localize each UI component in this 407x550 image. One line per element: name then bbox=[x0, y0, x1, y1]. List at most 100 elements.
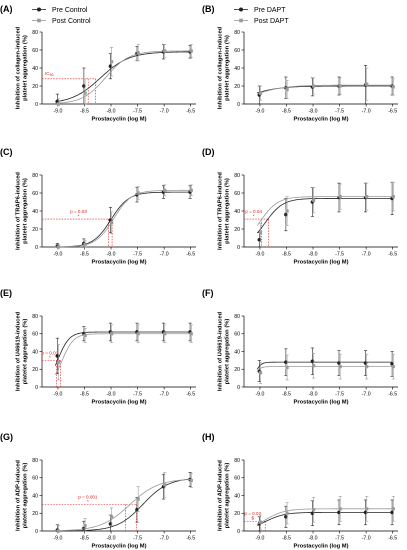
y-tick-label: 60 bbox=[234, 48, 240, 54]
y-axis-title-line: Inhibition of ADP-induced bbox=[16, 460, 22, 531]
data-point bbox=[338, 84, 342, 88]
x-tick-label: -8.0 bbox=[107, 392, 116, 398]
y-tick-label: 60 bbox=[32, 48, 38, 54]
x-tick-label: -7.5 bbox=[133, 252, 142, 258]
y-tick-label: 40 bbox=[32, 349, 38, 355]
x-tick-label: -6.5 bbox=[186, 392, 195, 398]
x-tick-label: -6.5 bbox=[186, 536, 195, 542]
data-point bbox=[312, 198, 316, 202]
fit-curve bbox=[257, 84, 393, 95]
data-point bbox=[136, 191, 140, 195]
panel-label: (F) bbox=[202, 288, 214, 298]
x-tick-label: -8.0 bbox=[107, 536, 116, 542]
data-point bbox=[110, 221, 114, 225]
x-tick-label: -7.0 bbox=[362, 252, 371, 258]
p-value-label: p = 0.02 bbox=[244, 511, 261, 516]
data-point bbox=[163, 483, 167, 487]
y-tick-label: 0 bbox=[237, 102, 240, 108]
legend-entry: Pre DAPT bbox=[254, 7, 286, 14]
y-tick-label: 60 bbox=[32, 476, 38, 482]
significance-mark: * bbox=[253, 214, 255, 219]
data-point bbox=[56, 245, 61, 249]
panel-label: (A) bbox=[0, 4, 13, 14]
y-axis-title-line: Inhibition of collagen-induced bbox=[16, 26, 22, 109]
fit-curve bbox=[55, 191, 191, 248]
y-tick-label: 40 bbox=[32, 209, 38, 215]
y-tick-label: 40 bbox=[32, 66, 38, 72]
x-tick-label: -8.5 bbox=[282, 536, 291, 542]
panel-label: (G) bbox=[0, 432, 13, 442]
y-axis-title: Inhibition of ADP-inducedplatelet aggreg… bbox=[218, 460, 231, 531]
x-tick-label: -6.5 bbox=[186, 109, 195, 115]
data-point bbox=[338, 507, 342, 511]
y-axis-title-line: platelet aggregation (%) bbox=[225, 319, 231, 385]
y-tick-label: 0 bbox=[35, 102, 38, 108]
fit-curve bbox=[257, 85, 393, 94]
y-tick-label: 20 bbox=[32, 367, 38, 373]
x-tick-label: -7.0 bbox=[160, 392, 169, 398]
fit-curve bbox=[257, 511, 393, 526]
y-tick-label: 20 bbox=[32, 227, 38, 233]
y-tick-label: 40 bbox=[234, 493, 240, 499]
data-point bbox=[189, 188, 193, 192]
y-tick-label: 0 bbox=[35, 385, 38, 391]
data-point bbox=[163, 332, 167, 336]
fit-curve bbox=[55, 51, 191, 103]
fit-curve bbox=[257, 508, 393, 525]
data-point bbox=[83, 333, 87, 338]
data-point bbox=[110, 60, 114, 64]
data-point bbox=[312, 84, 316, 88]
fit-curve bbox=[54, 331, 191, 366]
y-axis-title-line: Inhibition of U46619-induced bbox=[16, 311, 22, 391]
y-axis-title-line: Inhibition of ADP-induced bbox=[218, 460, 224, 531]
x-tick-label: -7.0 bbox=[160, 536, 169, 542]
data-point bbox=[338, 195, 342, 199]
data-point bbox=[285, 209, 289, 213]
panel-h: (H) 0 20 40 60 80 -9.0 -8.5 -8.0 -7.5 -7.0 -6.5 Pros… bbox=[202, 432, 398, 550]
p-value-label: p = 0.04 bbox=[245, 209, 262, 214]
x-axis-title: Prostacyclin (log M) bbox=[293, 117, 348, 123]
data-point bbox=[110, 515, 114, 519]
p-value-label: p = 0.03 bbox=[70, 209, 87, 214]
significance-mark: * bbox=[87, 499, 89, 504]
data-point bbox=[258, 520, 263, 524]
y-tick-label: 60 bbox=[234, 191, 240, 197]
x-tick-label: -7.0 bbox=[362, 536, 371, 542]
data-point bbox=[136, 51, 140, 55]
x-axis-title: Prostacyclin (log M) bbox=[293, 544, 348, 550]
y-tick-label: 80 bbox=[234, 314, 240, 320]
y-axis-title: Inhibition of collagen-inducedplatelet a… bbox=[218, 26, 231, 109]
panel-d: (D) 0 20 40 60 80 -9.0 -8.5 -8.0 -7.5 -7.0 -6.5 Pros… bbox=[202, 147, 398, 266]
y-tick-label: 0 bbox=[237, 245, 240, 251]
x-axis-title: Prostacyclin (log M) bbox=[293, 400, 348, 406]
data-point bbox=[365, 195, 369, 199]
data-point bbox=[136, 497, 140, 501]
data-point bbox=[285, 88, 289, 92]
data-point bbox=[312, 364, 316, 368]
y-axis-title-line: platelet aggregation (%) bbox=[23, 178, 29, 244]
data-point bbox=[365, 364, 369, 369]
panel-label: (B) bbox=[202, 4, 215, 14]
data-point bbox=[258, 371, 263, 375]
y-axis-title: Inhibition of collagen-inducedplatelet a… bbox=[16, 26, 29, 109]
x-tick-label: -8.0 bbox=[309, 392, 318, 398]
x-tick-label: -8.0 bbox=[309, 252, 318, 258]
fit-curve bbox=[55, 50, 191, 104]
y-axis-title: Inhibition of ADP-inducedplatelet aggreg… bbox=[16, 460, 29, 531]
x-tick-label: -8.0 bbox=[107, 109, 116, 115]
x-axis-title: Prostacyclin (log M) bbox=[91, 117, 146, 123]
data-point bbox=[258, 231, 263, 235]
x-axis-title: Prostacyclin (log M) bbox=[91, 260, 146, 266]
y-tick-label: 40 bbox=[234, 209, 240, 215]
panel-f: (F) 0 20 40 60 80 -9.0 -8.5 -8.0 -7.5 -7.0 -6.5 Pros… bbox=[202, 288, 398, 406]
x-tick-label: -8.0 bbox=[309, 536, 318, 542]
data-point bbox=[285, 365, 289, 370]
y-tick-label: 40 bbox=[234, 349, 240, 355]
y-tick-label: 80 bbox=[234, 173, 240, 179]
y-tick-label: 0 bbox=[35, 529, 38, 535]
x-tick-label: -6.5 bbox=[186, 252, 195, 258]
x-axis-title: Prostacyclin (log M) bbox=[293, 260, 348, 266]
data-point bbox=[312, 508, 316, 512]
data-point bbox=[56, 529, 61, 533]
y-axis-title-line: platelet aggregation (%) bbox=[23, 463, 29, 529]
